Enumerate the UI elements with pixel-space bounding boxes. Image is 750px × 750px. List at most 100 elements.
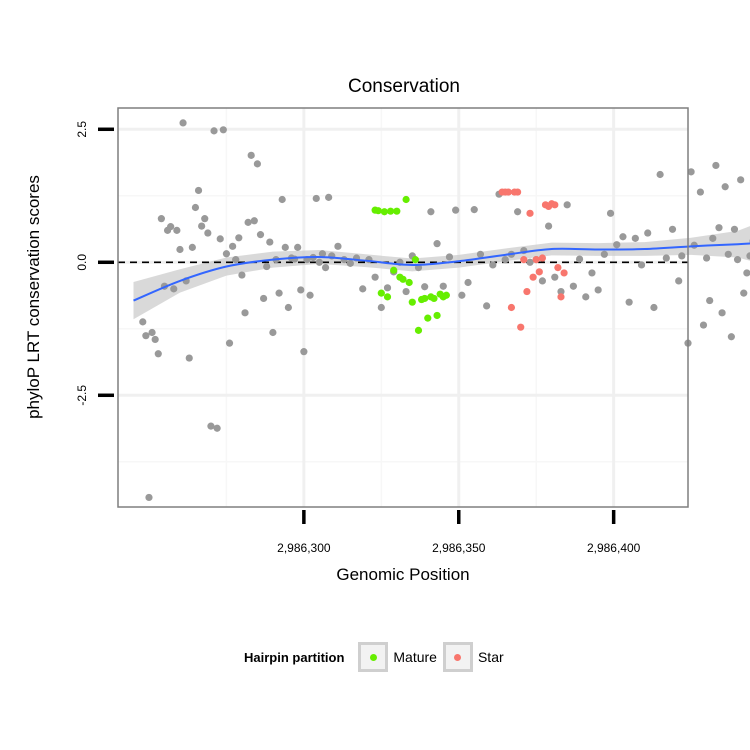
mature-point bbox=[421, 294, 429, 303]
other-point bbox=[433, 240, 441, 248]
other-point bbox=[275, 289, 283, 297]
other-point bbox=[315, 258, 323, 266]
other-point bbox=[290, 255, 299, 263]
other-point bbox=[470, 206, 478, 214]
plot-panel-border bbox=[117, 107, 689, 508]
other-point bbox=[483, 302, 491, 310]
other-point bbox=[185, 354, 193, 362]
other-point bbox=[501, 256, 509, 264]
other-point bbox=[588, 269, 596, 277]
other-point bbox=[600, 250, 608, 258]
other-point bbox=[613, 241, 621, 249]
other-point bbox=[377, 303, 385, 312]
other-point bbox=[709, 234, 717, 242]
other-point bbox=[737, 176, 745, 184]
mature-point bbox=[442, 291, 450, 299]
other-point bbox=[743, 269, 750, 277]
other-point bbox=[321, 264, 330, 272]
star-point bbox=[532, 256, 540, 264]
other-point bbox=[204, 229, 212, 237]
other-point bbox=[176, 245, 184, 254]
chart-title: Conservation bbox=[348, 76, 460, 97]
other-point bbox=[294, 243, 302, 251]
legend-key-star bbox=[442, 642, 473, 672]
other-point bbox=[557, 287, 565, 296]
other-point bbox=[668, 225, 677, 233]
legend-item-mature: Mature bbox=[358, 642, 437, 672]
other-point bbox=[247, 151, 255, 159]
other-point bbox=[284, 303, 292, 312]
other-point bbox=[216, 235, 224, 243]
other-point bbox=[278, 195, 286, 204]
mature-point bbox=[390, 266, 398, 274]
other-point bbox=[306, 291, 314, 299]
other-point bbox=[229, 242, 237, 250]
legend-label-star: Star bbox=[477, 649, 504, 665]
other-point bbox=[619, 233, 627, 241]
other-point bbox=[718, 309, 726, 317]
other-point bbox=[145, 493, 153, 502]
other-point bbox=[712, 161, 720, 170]
other-point bbox=[687, 168, 695, 176]
other-point bbox=[297, 286, 305, 294]
other-point bbox=[563, 201, 571, 209]
star-point bbox=[538, 254, 547, 262]
other-point bbox=[281, 243, 289, 251]
points-layer bbox=[139, 119, 750, 502]
star-point bbox=[551, 201, 559, 209]
other-point bbox=[631, 234, 639, 242]
other-point bbox=[142, 332, 150, 340]
legend: Hairpin partition Mature Star bbox=[244, 640, 510, 674]
y-tick-label: -2.5 bbox=[75, 385, 89, 406]
other-point bbox=[594, 286, 602, 294]
other-point bbox=[198, 222, 206, 230]
other-point bbox=[715, 224, 723, 232]
smooth-fit-line bbox=[133, 242, 750, 302]
other-point bbox=[724, 250, 732, 258]
other-point bbox=[151, 335, 159, 344]
other-point bbox=[625, 298, 633, 306]
other-point bbox=[656, 170, 664, 179]
x-tick-label: 2,986,300 bbox=[277, 541, 331, 555]
mature-point bbox=[383, 293, 392, 301]
mature-point bbox=[393, 207, 401, 215]
other-point bbox=[699, 321, 708, 329]
other-point bbox=[706, 296, 714, 305]
other-point bbox=[334, 242, 342, 250]
other-point bbox=[207, 422, 215, 430]
other-point bbox=[241, 309, 249, 317]
other-point bbox=[733, 256, 742, 264]
other-point bbox=[727, 333, 735, 341]
other-point bbox=[544, 222, 553, 230]
other-point bbox=[662, 254, 670, 262]
other-point bbox=[325, 193, 333, 201]
other-point bbox=[476, 250, 485, 258]
star-point bbox=[504, 188, 512, 196]
y-tick-label: 0.0 bbox=[75, 254, 89, 271]
other-point bbox=[538, 277, 547, 285]
mature-dot-icon bbox=[369, 653, 377, 661]
other-point bbox=[746, 252, 750, 260]
other-point bbox=[194, 186, 203, 195]
other-point bbox=[157, 215, 165, 223]
legend-title: Hairpin partition bbox=[244, 649, 345, 665]
other-point bbox=[173, 226, 181, 234]
other-point bbox=[225, 339, 234, 347]
y-axis-title: phyloP LRT conservation scores bbox=[24, 175, 43, 419]
other-point bbox=[232, 256, 240, 264]
other-point bbox=[210, 127, 218, 135]
other-point bbox=[235, 234, 243, 242]
other-point bbox=[139, 318, 147, 326]
mature-point bbox=[387, 207, 395, 215]
mature-point bbox=[402, 195, 410, 204]
other-point bbox=[464, 278, 472, 287]
star-point bbox=[554, 264, 562, 272]
star-point bbox=[529, 273, 537, 281]
other-point bbox=[154, 350, 162, 358]
star-point bbox=[557, 293, 565, 301]
other-point bbox=[439, 282, 447, 290]
other-point bbox=[644, 229, 652, 237]
other-point bbox=[346, 259, 354, 267]
x-tick-label: 2,986,400 bbox=[587, 541, 641, 555]
other-point bbox=[250, 217, 258, 225]
